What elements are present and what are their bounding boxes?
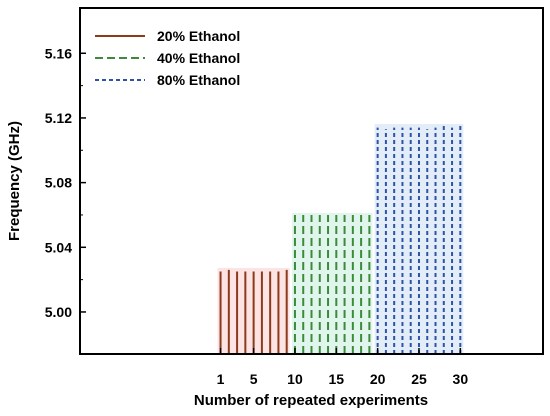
- x-tick-label: 20: [370, 371, 386, 387]
- y-axis-title: Frequency (GHz): [6, 121, 23, 241]
- y-tick-label: 5.04: [45, 239, 72, 255]
- series-band: [291, 212, 373, 354]
- legend-label: 40% Ethanol: [157, 50, 240, 66]
- x-tick-label: 1: [217, 371, 225, 387]
- legend-label: 20% Ethanol: [157, 28, 240, 44]
- x-tick-label: 30: [453, 371, 469, 387]
- y-tick-label: 5.12: [45, 110, 72, 126]
- x-tick-label: 10: [287, 371, 303, 387]
- x-tick-label: 15: [329, 371, 345, 387]
- y-tick-label: 5.16: [45, 45, 72, 61]
- y-tick-label: 5.08: [45, 175, 72, 191]
- bars-layer: [219, 126, 462, 354]
- axes-layer: 5.005.045.085.125.161 5 10 15 20 25 30: [45, 45, 469, 387]
- x-tick-label: 5: [250, 371, 258, 387]
- x-axis-title: Number of repeated experiments: [194, 392, 428, 409]
- plot-frame: [79, 7, 544, 355]
- x-tick-label: 25: [411, 371, 427, 387]
- legend-label: 80% Ethanol: [157, 72, 240, 88]
- legend: 20% Ethanol 40% Ethanol 80% Ethanol: [95, 28, 240, 88]
- y-tick-label: 5.00: [45, 304, 72, 320]
